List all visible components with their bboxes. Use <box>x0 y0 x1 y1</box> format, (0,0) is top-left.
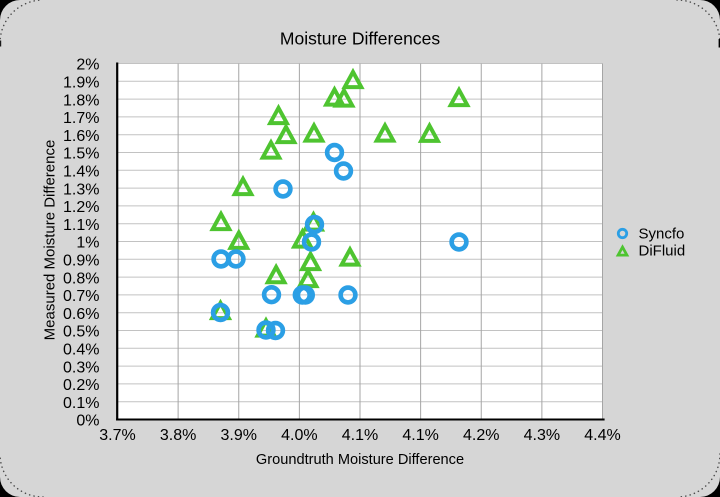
svg-text:1.4%: 1.4% <box>63 164 99 181</box>
svg-text:2%: 2% <box>76 57 99 74</box>
svg-text:1.9%: 1.9% <box>63 75 99 92</box>
svg-text:0.8%: 0.8% <box>63 270 99 287</box>
svg-text:4.1%: 4.1% <box>402 427 438 444</box>
svg-text:3.8%: 3.8% <box>160 427 196 444</box>
svg-text:Measured Moisture Difference: Measured Moisture Difference <box>42 140 59 341</box>
svg-text:4.1%: 4.1% <box>342 427 378 444</box>
svg-text:0%: 0% <box>76 413 99 430</box>
svg-text:4.2%: 4.2% <box>463 427 499 444</box>
svg-text:0.4%: 0.4% <box>63 342 99 359</box>
svg-text:1.5%: 1.5% <box>63 146 99 163</box>
svg-text:0.7%: 0.7% <box>63 288 99 305</box>
svg-text:Syncfo: Syncfo <box>639 226 685 243</box>
svg-text:4.3%: 4.3% <box>524 427 560 444</box>
svg-text:0.1%: 0.1% <box>63 395 99 412</box>
svg-text:1.2%: 1.2% <box>63 199 99 216</box>
svg-text:1.8%: 1.8% <box>63 92 99 109</box>
svg-text:0.5%: 0.5% <box>63 324 99 341</box>
svg-text:0.3%: 0.3% <box>63 359 99 376</box>
svg-text:0.2%: 0.2% <box>63 377 99 394</box>
svg-text:1.3%: 1.3% <box>63 181 99 198</box>
svg-text:0.9%: 0.9% <box>63 253 99 270</box>
svg-text:4.4%: 4.4% <box>584 427 620 444</box>
svg-text:0.6%: 0.6% <box>63 306 99 323</box>
svg-text:4.0%: 4.0% <box>281 427 317 444</box>
svg-text:DiFluid: DiFluid <box>639 243 686 260</box>
svg-text:1.6%: 1.6% <box>63 128 99 145</box>
svg-text:Moisture Differences: Moisture Differences <box>280 29 440 49</box>
svg-text:1.1%: 1.1% <box>63 217 99 234</box>
svg-text:Groundtruth Moisture Differenc: Groundtruth Moisture Difference <box>256 452 464 468</box>
svg-text:3.7%: 3.7% <box>99 427 135 444</box>
svg-text:1%: 1% <box>76 235 99 252</box>
svg-text:3.9%: 3.9% <box>221 427 257 444</box>
svg-text:1.7%: 1.7% <box>63 110 99 127</box>
